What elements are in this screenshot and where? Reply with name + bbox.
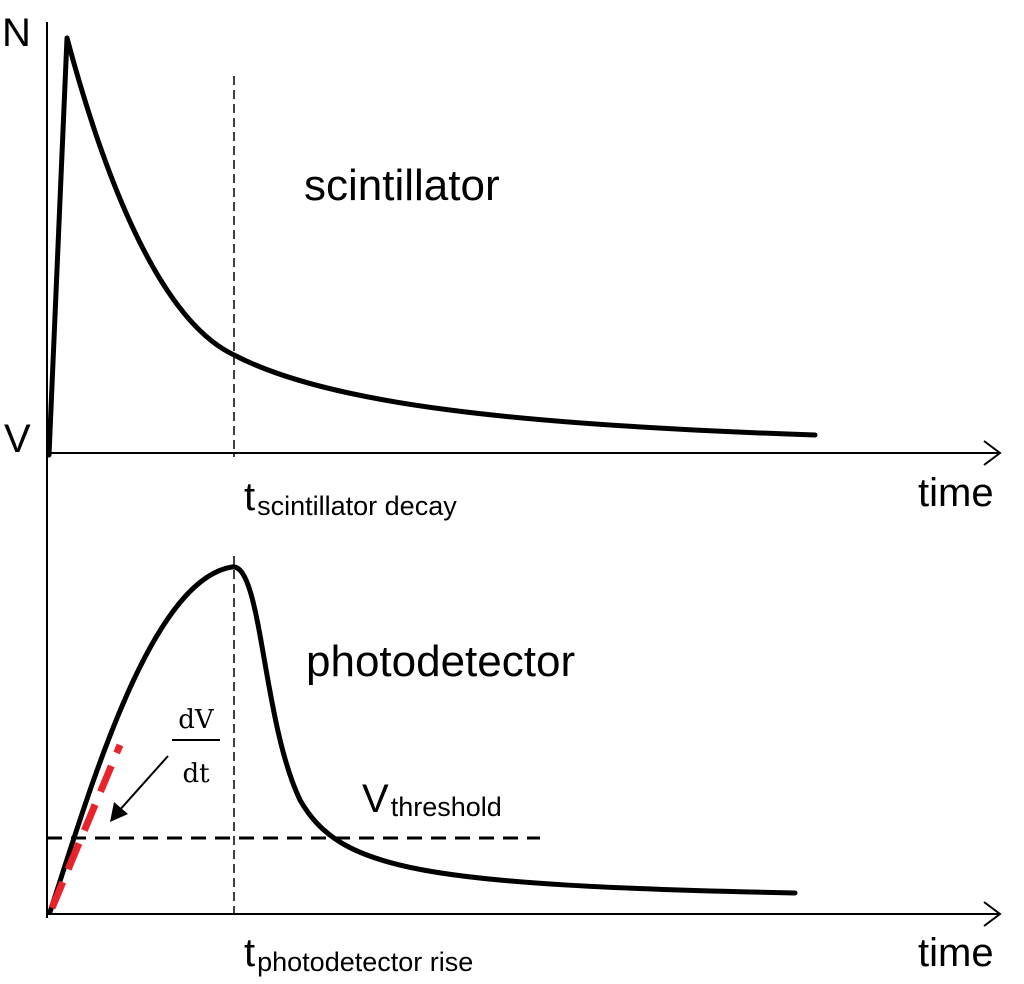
photodetector-pulse-curve xyxy=(47,564,798,915)
photodetector-rise-time-subscript: photodetector rise xyxy=(257,947,473,977)
scintillator-pulse-curve xyxy=(46,35,818,458)
scintillator-decay-time-subscript: scintillator decay xyxy=(257,491,457,521)
top-panel: N time scintillator tscintillator decay xyxy=(2,11,1002,521)
slope-denominator: dt xyxy=(182,759,210,789)
threshold-label-main: V xyxy=(362,777,389,821)
threshold-label-subscript: threshold xyxy=(391,792,502,822)
top-x-axis-label: time xyxy=(918,471,994,515)
bottom-x-axis-arrowhead xyxy=(983,901,1002,927)
photodetector-rise-time-main: t xyxy=(244,931,255,975)
scintillator-decay-time-main: t xyxy=(244,475,255,519)
slope-numerator: dV xyxy=(178,705,215,735)
scintillator-decay-time-label: tscintillator decay xyxy=(244,475,457,521)
bottom-y-axis-label: V xyxy=(4,417,31,461)
slope-highlight-dashes xyxy=(48,743,124,910)
photodetector-curve-label: photodetector xyxy=(306,637,575,686)
slope-pointer-arrow xyxy=(110,755,169,822)
top-y-axis-label: N xyxy=(2,11,31,55)
photodetector-rise-time-label: tphotodetector rise xyxy=(244,931,473,977)
top-x-axis-arrowhead xyxy=(983,440,1002,466)
bottom-panel: V time photodetector dV dt Vthreshold tp… xyxy=(4,417,1002,977)
scintillator-curve-label: scintillator xyxy=(304,161,500,210)
threshold-label: Vthreshold xyxy=(362,777,502,822)
bottom-x-axis-label: time xyxy=(918,931,994,975)
slope-fraction: dV dt xyxy=(172,705,220,789)
